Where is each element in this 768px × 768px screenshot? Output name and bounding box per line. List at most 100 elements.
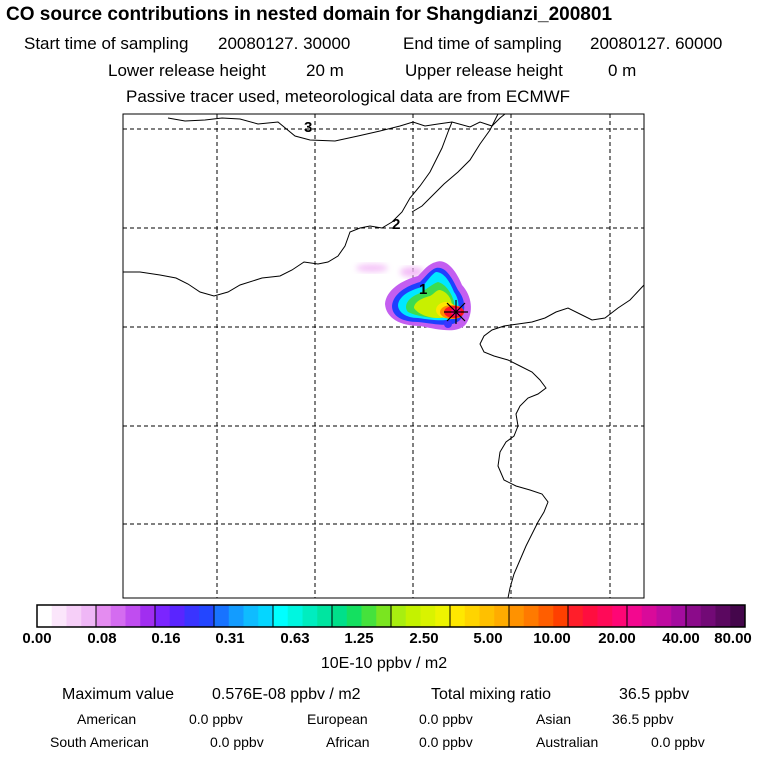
region-value-asian: 36.5 ppbv [612,711,674,727]
colorbar-tick-label: 0.08 [87,630,117,647]
colorbar-cell [391,605,407,627]
region-name-european: European [307,711,368,727]
region-name-american: American [77,711,137,727]
colorbar-tick-label: 1.25 [344,630,374,647]
page-title: CO source contributions in nested domain… [6,4,613,25]
max-value: 0.576E-08 ppbv / m2 [212,686,361,703]
colorbar-cell [686,605,702,627]
max-value-label: Maximum value [62,686,175,703]
colorbar-cell [317,605,333,627]
colorbar-cell [700,605,716,627]
colorbar-unit: 10E-10 ppbv / m2 [320,655,448,672]
tracer-note: Passive tracer used, meteorological data… [126,87,571,106]
region-value-european: 0.0 ppbv [419,711,473,727]
colorbar-cell [435,605,451,627]
upper-release-label: Upper release height [405,61,563,80]
colorbar-cell [110,605,126,627]
colorbar-cell [51,605,67,627]
region-name-asian: Asian [536,711,572,727]
colorbar-cell [656,605,672,627]
colorbar-cell [184,605,200,627]
start-time-value: 20080127. 30000 [218,34,351,53]
colorbar-cell [479,605,495,627]
colorbar-cell [553,605,569,627]
colorbar-cell [715,605,731,627]
colorbar-cell [582,605,598,627]
colorbar-cell [199,605,215,627]
colorbar-tick-label: 10.00 [533,630,571,647]
region-name-australian: Australian [536,734,599,750]
colorbar-cell [155,605,171,627]
region-name-african: African [326,734,370,750]
colorbar-cell [81,605,97,627]
colorbar-cell [538,605,554,627]
colorbar-cell [346,605,362,627]
colorbar-cell [243,605,259,627]
colorbar-cell [730,605,746,627]
colorbar-cell [96,605,112,627]
map-grid [123,114,644,598]
colorbar-tick-label: 20.00 [598,630,636,647]
colorbar-cell [494,605,510,627]
region-value-american: 0.0 ppbv [189,711,243,727]
start-time-label: Start time of sampling [24,34,189,53]
lower-release-value: 20 m [306,61,344,80]
colorbar-tick-label: 80.00 [714,630,752,647]
end-time-value: 20080127. 60000 [590,34,723,53]
boundary-lines [123,114,644,598]
contour-label-1: 1 [419,281,427,298]
colorbar-tick-label: 0.16 [151,630,181,647]
colorbar-cell [450,605,466,627]
colorbar-cell [228,605,244,627]
colorbar-frame [36,604,746,628]
total-mixing-label: Total mixing ratio [431,686,552,703]
release-site-marker [444,300,468,324]
colorbar-tick-label: 0.63 [280,630,310,647]
colorbar-cell [597,605,613,627]
region-value-australian: 0.0 ppbv [651,734,705,750]
colorbar-cells [36,604,746,628]
end-time-label: End time of sampling [403,34,562,53]
colorbar-cell [509,605,525,627]
colorbar-cell [361,605,377,627]
colorbar-cell [568,605,584,627]
colorbar-cell [125,605,141,627]
region-value-south-american: 0.0 ppbv [210,734,264,750]
colorbar-tick-label: 0.31 [215,630,245,647]
colorbar-cell [376,605,392,627]
plume-small-blob [444,320,452,328]
total-mixing-value: 36.5 ppbv [619,686,690,703]
colorbar-cell [140,605,156,627]
region-name-south-american: South American [50,734,149,750]
colorbar-cell [612,605,628,627]
colorbar-cell [169,605,185,627]
contour-label-3: 3 [304,119,312,136]
colorbar-cell [641,605,657,627]
colorbar-cell [671,605,687,627]
colorbar-cell [214,605,230,627]
colorbar-tick-label: 40.00 [662,630,700,647]
colorbar-cell [258,605,274,627]
lower-release-label: Lower release height [108,61,266,80]
colorbar-cell [523,605,539,627]
colorbar-cell [287,605,303,627]
colorbar-cell [405,605,421,627]
contour-label-2: 2 [392,216,400,233]
colorbar-cell [420,605,436,627]
colorbar-cell [302,605,318,627]
colorbar-tick-label: 5.00 [473,630,503,647]
colorbar-cell [464,605,480,627]
upper-release-value: 0 m [608,61,637,80]
colorbar-cell [627,605,643,627]
colorbar-cell [273,605,289,627]
colorbar-tick-label: 2.50 [409,630,439,647]
colorbar-cell [66,605,82,627]
colorbar-cell [332,605,348,627]
colorbar-tick-label: 0.00 [22,630,52,647]
map-frame [122,113,645,599]
region-value-african: 0.0 ppbv [419,734,473,750]
map-background [123,114,644,598]
colorbar-cell [37,605,53,627]
